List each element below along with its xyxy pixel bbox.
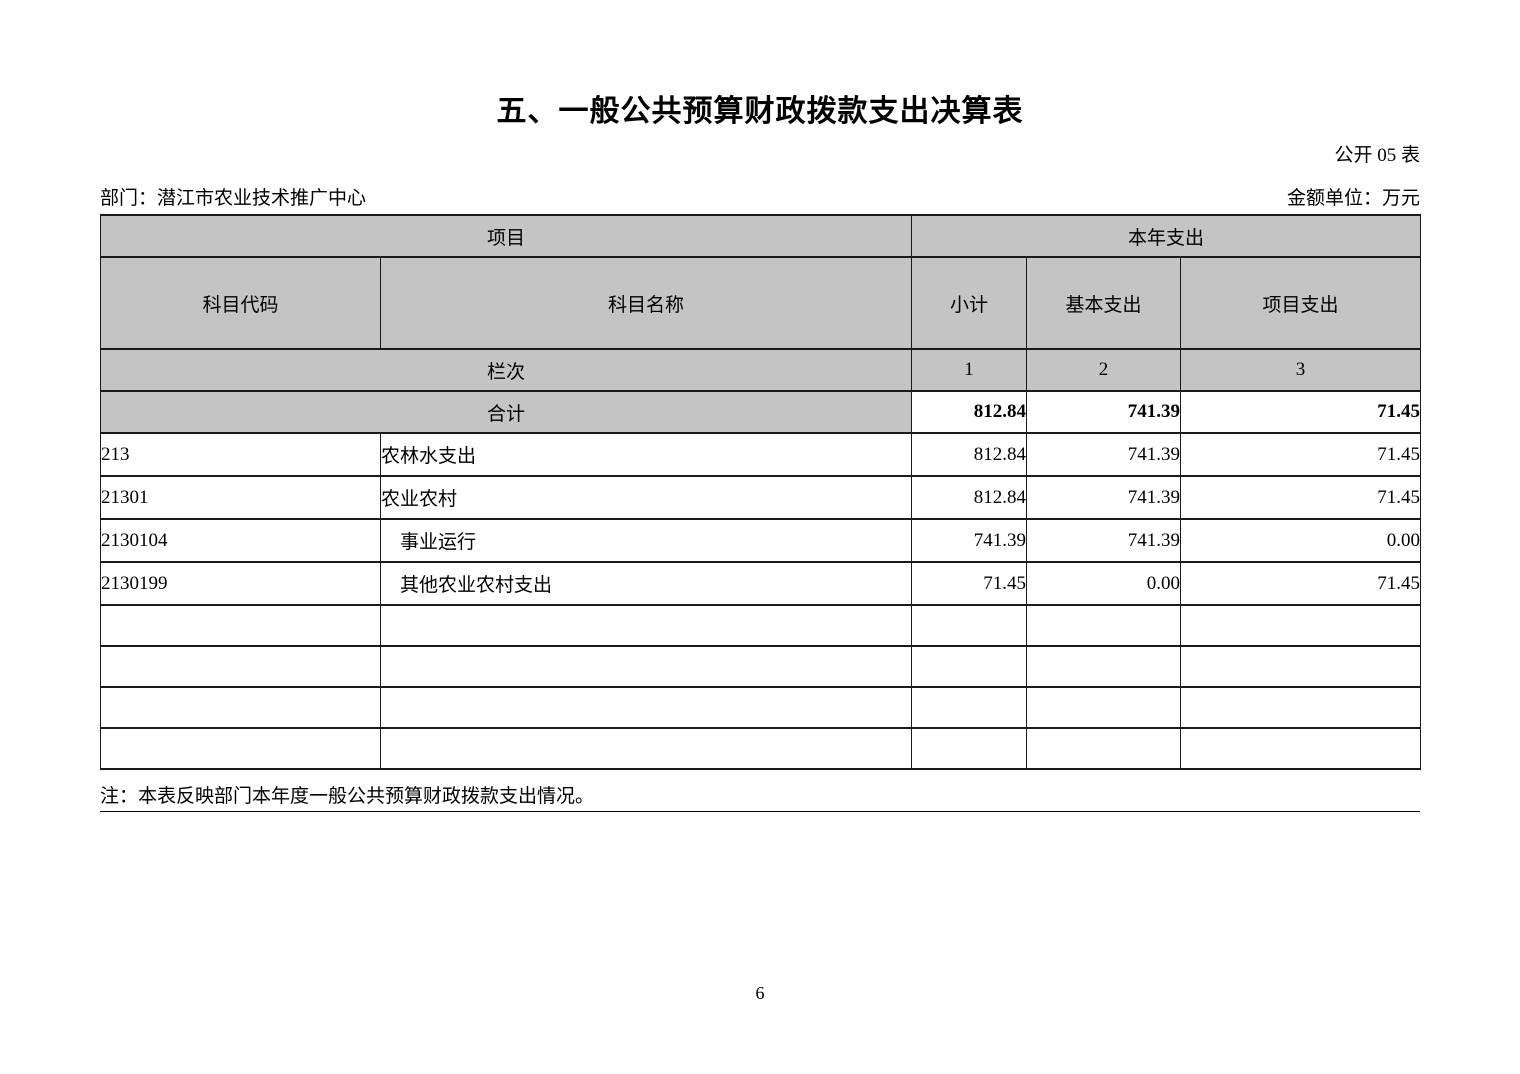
department-label: 部门：潜江市农业技术推广中心 bbox=[100, 188, 367, 209]
empty-cell bbox=[379, 604, 913, 647]
empty-table-row bbox=[100, 686, 1422, 729]
cell-name: 农林水支出 bbox=[379, 432, 913, 477]
empty-cell bbox=[1026, 686, 1182, 729]
page-number: 6 bbox=[755, 983, 765, 1003]
empty-cell bbox=[100, 686, 381, 729]
table-row: 213 农林水支出 812.84 741.39 71.45 bbox=[100, 432, 1422, 477]
total-row: 合计 812.84 741.39 71.45 bbox=[99, 390, 1422, 434]
empty-cell bbox=[1026, 604, 1182, 647]
empty-cell bbox=[911, 604, 1028, 647]
header-columns-row: 科目代码 科目名称 小计 基本支出 项目支出 bbox=[100, 256, 1422, 350]
empty-cell bbox=[911, 686, 1028, 729]
cell-code: 21301 bbox=[100, 475, 381, 520]
page-title: 五、一般公共预算财政拨款支出决算表 bbox=[496, 95, 1024, 128]
cell-name: 农业农村 bbox=[379, 475, 913, 520]
cell-basic: 741.39 bbox=[1026, 432, 1182, 477]
index-col-2: 2 bbox=[1026, 348, 1182, 392]
header-year-expenditure-group: 本年支出 bbox=[911, 214, 1422, 258]
cell-project: 71.45 bbox=[1180, 561, 1422, 606]
amount-unit-label: 金额单位：万元 bbox=[1286, 188, 1420, 209]
header-project-group: 项目 bbox=[99, 214, 913, 258]
empty-cell bbox=[100, 727, 381, 770]
cell-basic: 0.00 bbox=[1026, 561, 1182, 606]
cell-subtotal: 71.45 bbox=[911, 561, 1028, 606]
empty-cell bbox=[379, 645, 913, 688]
cell-code: 213 bbox=[100, 432, 381, 477]
cell-project: 71.45 bbox=[1180, 475, 1422, 520]
empty-cell bbox=[100, 645, 381, 688]
footer-divider bbox=[100, 811, 1420, 812]
cell-subtotal: 741.39 bbox=[911, 518, 1028, 563]
empty-cell bbox=[1180, 645, 1422, 688]
column-index-row: 栏次 1 2 3 bbox=[99, 348, 1422, 392]
cell-name: 事业运行 bbox=[379, 518, 913, 563]
header-group-row: 项目 本年支出 bbox=[99, 214, 1422, 258]
expenditure-table: 项目 本年支出 科目代码 科目名称 小计 基本支出 项目支出 栏次 1 2 3 … bbox=[99, 214, 1422, 770]
header-basic-expenditure: 基本支出 bbox=[1026, 256, 1182, 350]
total-row-label: 合计 bbox=[99, 390, 913, 434]
empty-cell bbox=[1180, 686, 1422, 729]
index-row-label: 栏次 bbox=[99, 348, 913, 392]
cell-subtotal: 812.84 bbox=[911, 475, 1028, 520]
empty-cell bbox=[911, 645, 1028, 688]
total-subtotal: 812.84 bbox=[911, 390, 1028, 434]
index-col-3: 3 bbox=[1180, 348, 1422, 392]
total-basic: 741.39 bbox=[1026, 390, 1182, 434]
empty-cell bbox=[1026, 645, 1182, 688]
empty-cell bbox=[100, 604, 381, 647]
empty-cell bbox=[911, 727, 1028, 770]
empty-table-row bbox=[100, 645, 1422, 688]
cell-project: 0.00 bbox=[1180, 518, 1422, 563]
cell-project: 71.45 bbox=[1180, 432, 1422, 477]
empty-table-row bbox=[100, 604, 1422, 647]
empty-cell bbox=[1180, 604, 1422, 647]
cell-basic: 741.39 bbox=[1026, 475, 1182, 520]
total-project: 71.45 bbox=[1180, 390, 1422, 434]
table-row: 2130104 事业运行 741.39 741.39 0.00 bbox=[100, 518, 1422, 563]
cell-name: 其他农业农村支出 bbox=[379, 561, 913, 606]
index-col-1: 1 bbox=[911, 348, 1028, 392]
table-note: 注：本表反映部门本年度一般公共预算财政拨款支出情况。 bbox=[100, 786, 595, 807]
cell-basic: 741.39 bbox=[1026, 518, 1182, 563]
header-subject-code: 科目代码 bbox=[100, 256, 381, 350]
cell-subtotal: 812.84 bbox=[911, 432, 1028, 477]
empty-table-row bbox=[100, 727, 1422, 770]
cell-code: 2130199 bbox=[100, 561, 381, 606]
header-subject-name: 科目名称 bbox=[379, 256, 913, 350]
header-subtotal: 小计 bbox=[911, 256, 1028, 350]
table-row: 2130199 其他农业农村支出 71.45 0.00 71.45 bbox=[100, 561, 1422, 606]
table-code-label: 公开 05 表 bbox=[1334, 145, 1420, 166]
table-row: 21301 农业农村 812.84 741.39 71.45 bbox=[100, 475, 1422, 520]
meta-row: 部门：潜江市农业技术推广中心 金额单位：万元 bbox=[100, 183, 1420, 210]
empty-cell bbox=[379, 727, 913, 770]
empty-cell bbox=[379, 686, 913, 729]
cell-code: 2130104 bbox=[100, 518, 381, 563]
header-project-expenditure: 项目支出 bbox=[1180, 256, 1422, 350]
empty-cell bbox=[1026, 727, 1182, 770]
empty-cell bbox=[1180, 727, 1422, 770]
